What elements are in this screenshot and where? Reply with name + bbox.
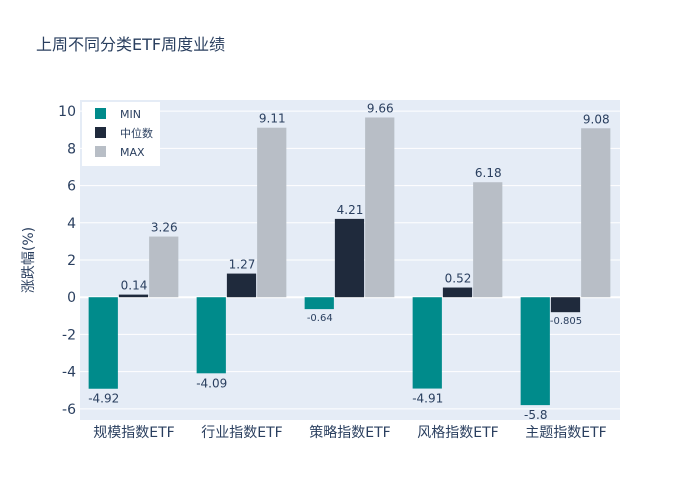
legend[interactable]: MIN 中位数 MAX bbox=[82, 102, 160, 166]
bar[interactable] bbox=[442, 287, 473, 298]
bar[interactable] bbox=[550, 297, 581, 313]
bar[interactable] bbox=[257, 127, 287, 298]
data-label: -5.8 bbox=[524, 408, 547, 422]
legend-swatch bbox=[95, 108, 106, 119]
data-label: 6.18 bbox=[475, 166, 502, 180]
legend-swatch bbox=[95, 146, 106, 157]
data-label: -0.805 bbox=[550, 316, 582, 327]
bar[interactable] bbox=[149, 236, 179, 298]
x-tick-label: 行业指数ETF bbox=[201, 425, 282, 441]
y-tick-label: 2 bbox=[67, 253, 76, 269]
data-label: -4.09 bbox=[196, 376, 227, 390]
legend-label: MAX bbox=[120, 146, 145, 159]
data-label: 0.52 bbox=[445, 272, 472, 286]
data-label: 4.21 bbox=[337, 203, 364, 217]
y-tick-label: 0 bbox=[67, 290, 76, 306]
data-label: 9.66 bbox=[367, 101, 394, 115]
y-tick-label: 8 bbox=[67, 141, 76, 157]
y-tick-label: -4 bbox=[62, 365, 76, 381]
legend-item[interactable]: MIN bbox=[95, 108, 141, 121]
tick-layer: -6 -4 -2 0 2 4 6 8 10 规模指数ETF 行业指数ETF 策略指数ETF 风格指数ET… bbox=[58, 104, 607, 441]
data-label: 9.08 bbox=[583, 112, 610, 126]
data-label: 0.14 bbox=[121, 279, 148, 293]
bar[interactable] bbox=[226, 273, 257, 298]
legend-item[interactable]: 中位数 bbox=[95, 126, 153, 140]
bar[interactable] bbox=[334, 218, 365, 298]
y-axis-label: 涨跌幅(%) bbox=[21, 227, 37, 293]
x-tick-label: 主题指数ETF bbox=[525, 425, 606, 441]
legend-swatch bbox=[95, 127, 106, 138]
x-tick-label: 规模指数ETF bbox=[93, 425, 174, 441]
x-tick-label: 风格指数ETF bbox=[417, 425, 498, 441]
data-label-layer: -4.92 0.14 3.26 -4.09 1.27 9.11 -0.64 4.21 9.66 -… bbox=[88, 101, 609, 422]
bar[interactable] bbox=[304, 297, 334, 310]
y-tick-label: 10 bbox=[58, 104, 76, 120]
bar[interactable] bbox=[88, 297, 118, 389]
data-label: 3.26 bbox=[151, 221, 178, 235]
bar-layer bbox=[88, 117, 611, 406]
data-label: -0.64 bbox=[307, 313, 333, 324]
bar[interactable] bbox=[118, 294, 149, 298]
chart-title: 上周不同分类ETF周度业绩 bbox=[36, 35, 225, 54]
bar[interactable] bbox=[473, 182, 503, 298]
y-tick-label: -2 bbox=[62, 327, 76, 343]
data-label: 9.11 bbox=[259, 112, 286, 126]
x-tick-label: 策略指数ETF bbox=[309, 424, 390, 441]
data-label: -4.92 bbox=[88, 392, 119, 406]
y-tick-label: 6 bbox=[67, 179, 76, 195]
bar[interactable] bbox=[581, 128, 611, 298]
y-tick-label: 4 bbox=[67, 216, 76, 232]
bar[interactable] bbox=[520, 297, 550, 406]
data-label: -4.91 bbox=[412, 392, 443, 406]
legend-label: MIN bbox=[120, 108, 141, 121]
bar[interactable] bbox=[196, 297, 226, 374]
bar[interactable] bbox=[412, 297, 442, 389]
y-tick-label: -6 bbox=[62, 402, 76, 418]
legend-label: 中位数 bbox=[120, 126, 153, 140]
legend-item[interactable]: MAX bbox=[95, 146, 145, 159]
data-label: 1.27 bbox=[229, 258, 256, 272]
bar[interactable] bbox=[365, 117, 395, 298]
